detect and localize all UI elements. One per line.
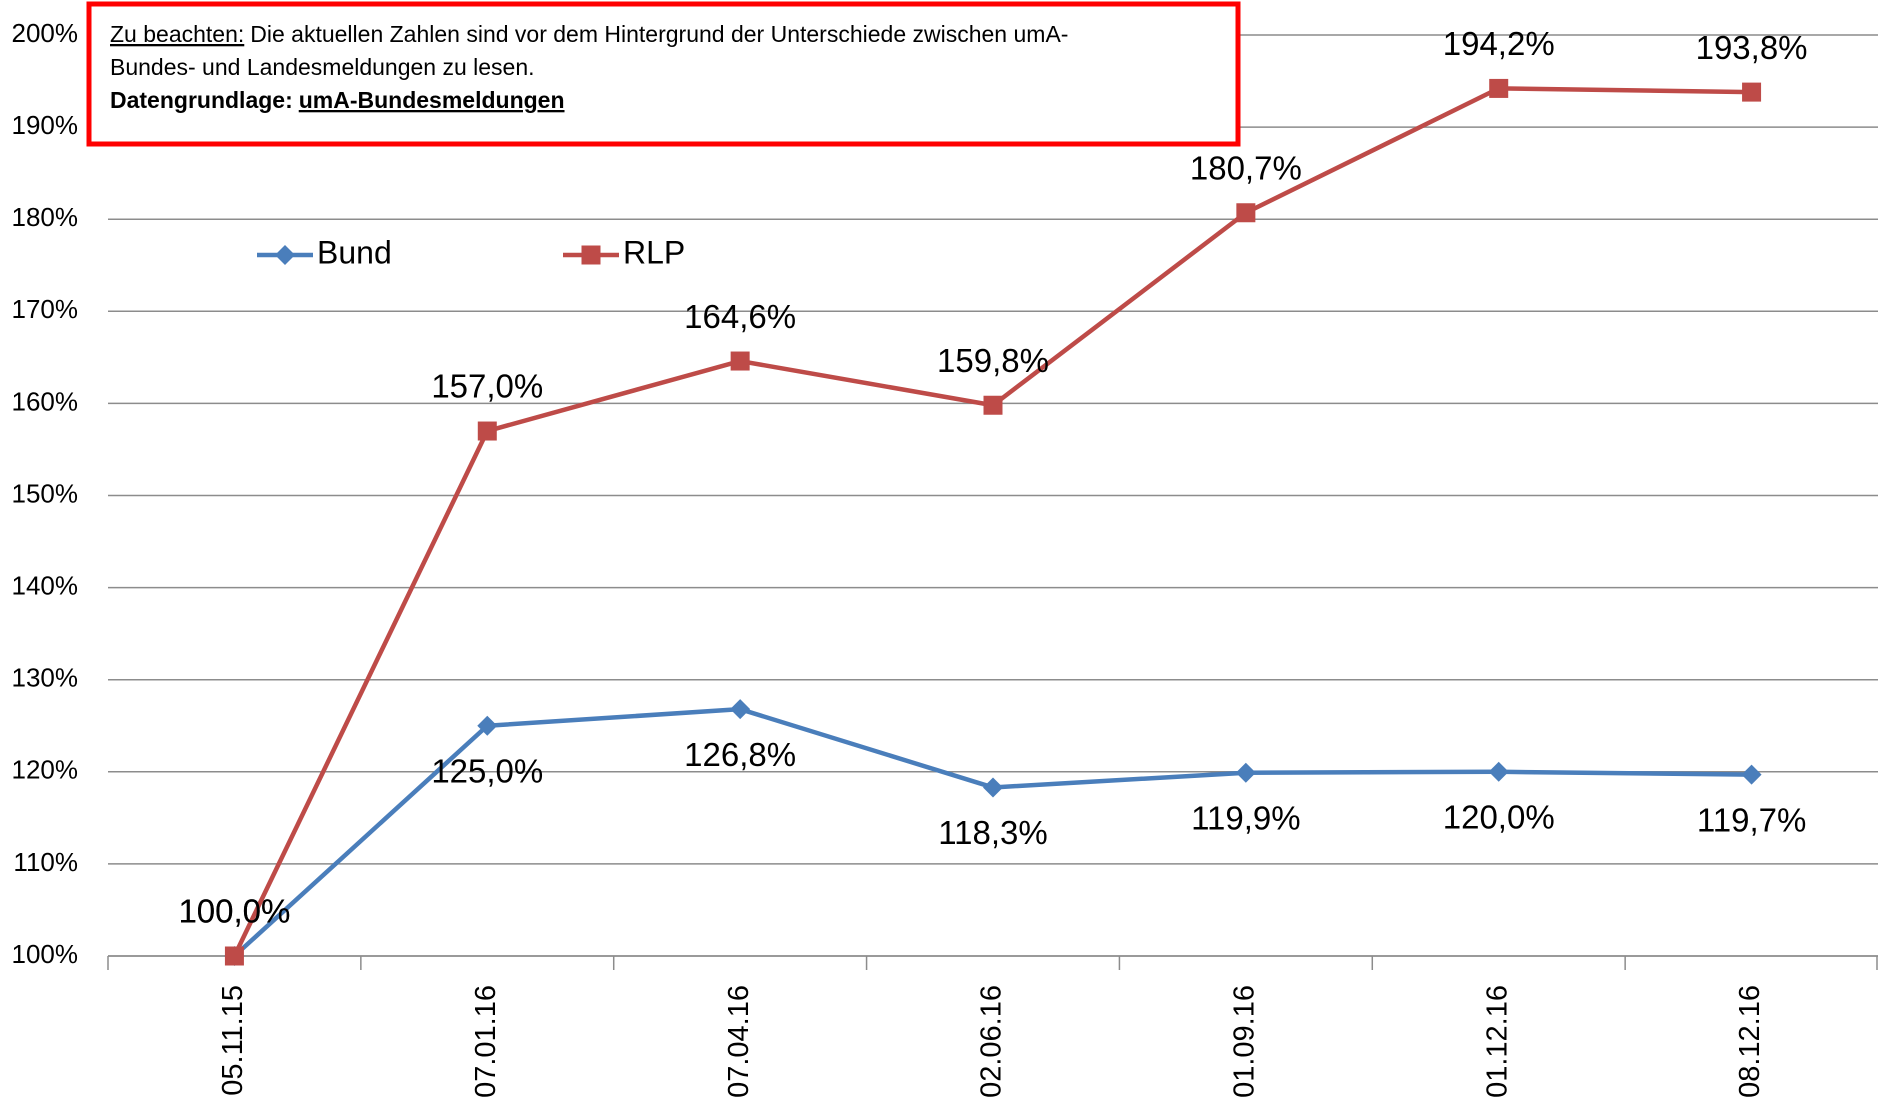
x-tick-label: 01.12.16	[1481, 985, 1513, 1098]
data-label: 126,8%	[684, 736, 796, 773]
y-tick-label: 160%	[12, 386, 79, 416]
marker	[730, 699, 751, 720]
data-label: 120,0%	[1443, 799, 1555, 836]
annotation-text: Zu beachten: Die aktuellen Zahlen sind vo…	[110, 21, 1068, 47]
y-tick-label: 100%	[12, 939, 79, 969]
data-label: 157,0%	[431, 368, 543, 405]
source-value: umA-Bundesmeldungen	[299, 87, 565, 113]
x-tick-label: 05.11.15	[217, 985, 249, 1096]
marker	[224, 946, 244, 966]
series: 100,0% 125,0% 126,8% 118,3% 119,9% 120,0% 119,…	[178, 699, 1806, 966]
y-tick-label: 190%	[12, 110, 79, 140]
marker	[1236, 203, 1256, 223]
annotation-body: Die aktuellen Zahlen sind vor dem Hinter…	[250, 21, 1068, 47]
y-tick-label: 200%	[12, 18, 79, 48]
x-tick-label: 01.09.16	[1229, 985, 1261, 1098]
data-label: 119,9%	[1191, 799, 1300, 836]
series: 100,0% 157,0% 164,6% 159,8% 180,7% 194,2% 193,…	[178, 25, 1808, 966]
marker	[1489, 78, 1509, 98]
source-label: Datengrundlage:	[110, 87, 293, 113]
data-label: 180,7%	[1190, 149, 1302, 186]
data-label: 193,8%	[1696, 29, 1808, 66]
data-label: 159,8%	[937, 342, 1049, 379]
x-tick-label: 07.01.16	[470, 985, 502, 1098]
y-tick-label: 150%	[12, 478, 79, 508]
data-label: 164,6%	[684, 298, 796, 335]
legend-label: Bund	[317, 234, 392, 270]
marker	[983, 395, 1003, 415]
annotation-label: Zu beachten:	[110, 21, 244, 47]
marker	[1742, 82, 1762, 102]
marker	[477, 421, 497, 441]
y-tick-label: 180%	[12, 202, 79, 232]
y-tick-label: 170%	[12, 294, 79, 324]
data-label: 119,7%	[1697, 801, 1806, 838]
y-tick-label: 130%	[12, 663, 79, 693]
annotation-body: Bundes- und Landesmeldungen zu lesen.	[110, 54, 535, 80]
marker	[1488, 761, 1509, 782]
marker	[1741, 764, 1762, 785]
x-tick-label: 02.06.16	[976, 985, 1008, 1098]
marker	[1235, 762, 1256, 783]
data-label: 118,3%	[938, 814, 1047, 851]
annotation-box	[86, 1, 1241, 147]
y-tick-label: 140%	[12, 570, 79, 600]
data-label: 194,2%	[1443, 25, 1555, 62]
y-tick-label: 120%	[12, 755, 79, 785]
x-tick-label: 08.12.16	[1734, 985, 1766, 1098]
data-label: 100,0%	[178, 893, 290, 930]
marker	[275, 245, 295, 265]
marker	[730, 351, 750, 371]
legend-label: RLP	[623, 234, 685, 270]
data-label: 100,0%	[178, 893, 290, 930]
data-label: 125,0%	[431, 752, 543, 789]
y-tick-label: 110%	[13, 847, 78, 877]
annotation-source: Datengrundlage: umA-Bundesmeldungen	[110, 87, 565, 113]
marker	[983, 777, 1003, 798]
marker	[581, 245, 601, 265]
x-tick-label: 07.04.16	[723, 985, 755, 1098]
marker	[477, 715, 498, 736]
